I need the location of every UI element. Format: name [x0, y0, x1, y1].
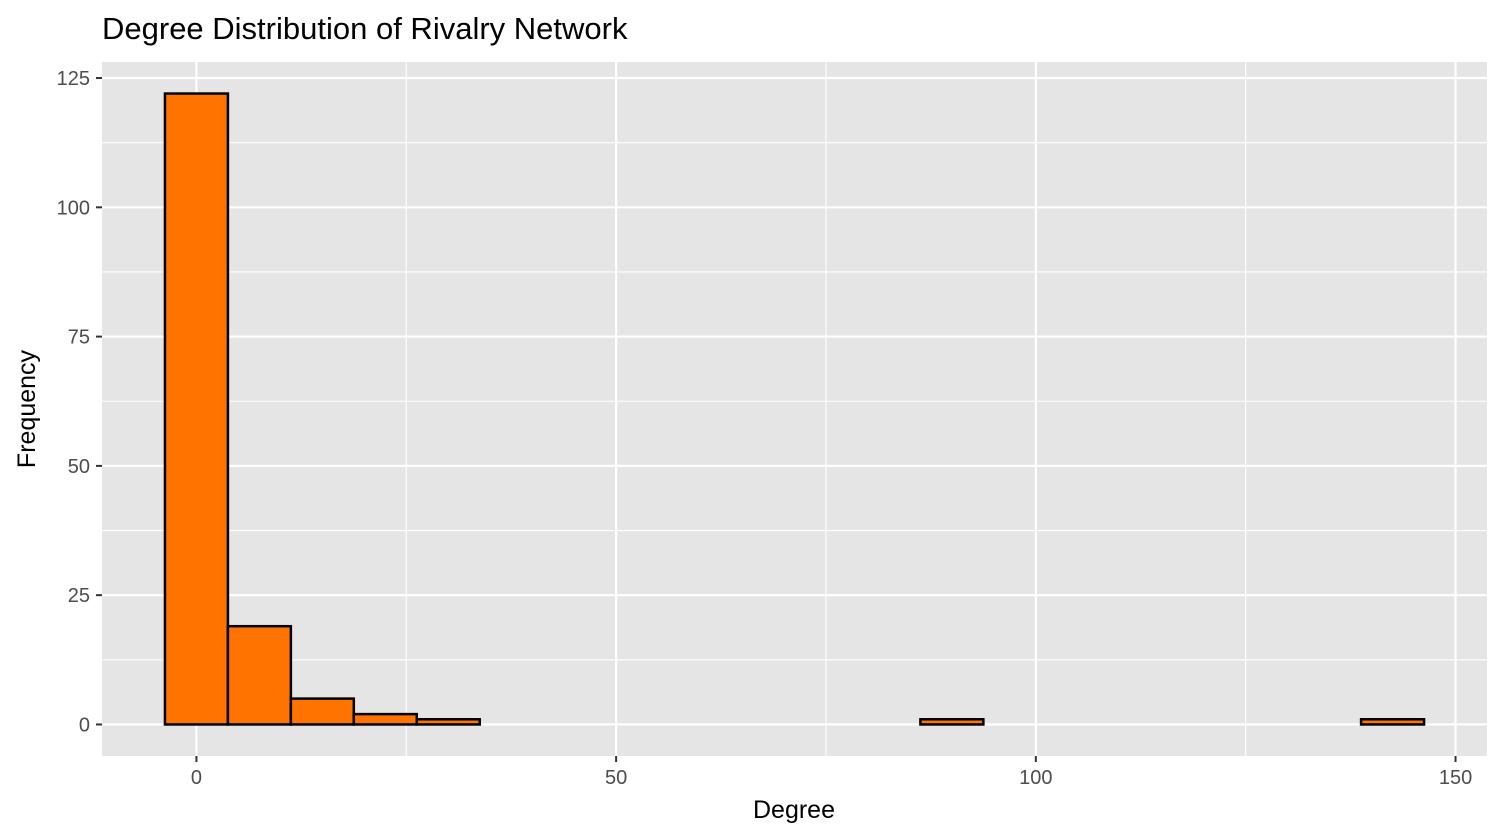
y-tick-label: 100 [57, 197, 90, 219]
x-tick-label: 100 [1019, 767, 1052, 789]
x-tick-label: 150 [1439, 767, 1472, 789]
y-tick-label: 125 [57, 68, 90, 90]
histogram-bar [226, 624, 293, 726]
minor-gridlines [102, 62, 1487, 756]
histogram-bar [163, 92, 230, 726]
y-tick-label: 25 [68, 585, 90, 607]
histogram-bar [289, 697, 356, 726]
histogram-bar [919, 718, 985, 726]
histogram-bar [352, 712, 419, 726]
chart-title: Degree Distribution of Rivalry Network [102, 11, 628, 46]
plot-panel [102, 62, 1487, 756]
y-tick-label: 0 [79, 714, 90, 736]
histogram-bar [415, 718, 481, 726]
y-axis: 0 25 50 75 100 125 [57, 68, 102, 736]
x-axis: 0 50 100 150 [191, 756, 1472, 789]
major-gridlines [102, 62, 1487, 756]
x-tick-label: 0 [191, 767, 202, 789]
histogram-bar [1359, 718, 1426, 726]
x-tick-label: 50 [605, 767, 627, 789]
x-axis-title: Degree [753, 796, 835, 824]
y-axis-title: Frequency [13, 349, 41, 468]
y-tick-label: 75 [68, 327, 90, 349]
histogram-bars [163, 92, 1426, 726]
y-tick-label: 50 [68, 456, 90, 478]
